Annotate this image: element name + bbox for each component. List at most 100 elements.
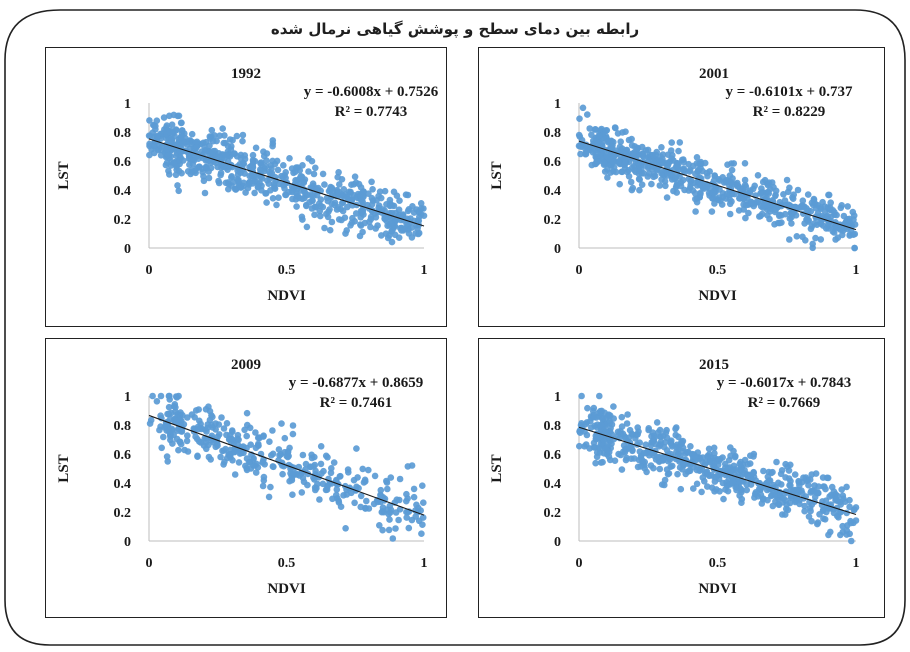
data-point [188,166,196,174]
data-point [692,195,699,203]
x-tick-label: 0 [146,556,153,571]
data-point [278,420,285,427]
data-point [279,470,286,478]
data-point [153,398,161,405]
trendline-equation: y = -0.6017x + 0.7843 [717,375,852,391]
data-point [681,186,688,194]
data-point [393,496,401,503]
data-point [367,215,375,223]
x-tick-label: 1 [421,556,428,571]
data-point [769,502,777,510]
data-point [661,481,668,489]
data-point [775,212,783,220]
data-point [247,441,254,448]
data-point [233,132,241,140]
data-point [615,159,622,166]
data-point [200,177,208,185]
data-point [693,154,701,161]
data-point [686,168,693,175]
data-point [254,434,262,442]
data-point [165,403,173,411]
data-point [381,187,389,195]
data-point [830,509,838,517]
data-point [220,425,228,432]
data-point [680,158,688,166]
y-tick-label: 1 [554,390,561,405]
data-point [625,173,633,180]
data-point [220,163,227,171]
y-tick-label: 0.2 [114,213,132,228]
data-point [209,137,217,145]
data-point [814,202,822,209]
data-point [324,454,331,461]
data-point [357,214,365,221]
data-point [801,502,808,510]
data-point [716,177,723,184]
data-point [584,111,591,118]
data-point [741,176,749,184]
data-point [741,160,749,167]
data-point [728,166,736,174]
data-point [636,176,643,183]
data-point [636,439,643,446]
data-point [765,179,773,186]
data-point [259,459,266,466]
data-point [618,168,626,176]
data-point [419,514,427,521]
data-point [808,471,815,478]
data-point [337,472,344,480]
data-point [776,219,783,227]
data-point [724,487,732,495]
data-point [168,121,176,128]
data-point [369,186,376,193]
data-point [195,406,202,413]
data-point [840,212,848,220]
data-point [642,441,650,448]
x-tick-label: 1 [421,263,428,278]
data-point [146,132,154,140]
data-point [335,188,342,196]
data-point [650,464,657,472]
data-point [294,192,302,200]
data-point [649,438,657,445]
data-point [222,445,229,453]
y-tick-label: 0.6 [544,448,562,463]
data-point [383,217,390,225]
data-point [600,159,608,166]
data-point [328,218,336,226]
data-point [359,208,367,215]
data-point [576,142,584,150]
data-point [403,497,410,505]
data-point [727,178,735,186]
data-point [237,184,244,191]
data-point [737,194,745,201]
data-point [354,474,361,481]
data-point [215,421,223,428]
data-point [693,466,701,474]
x-tick-label: 0 [146,263,153,278]
data-point [212,159,220,167]
data-point [781,511,789,518]
data-point [634,463,642,471]
data-point [296,175,303,182]
data-point [587,424,595,431]
data-point [149,392,156,400]
data-point [627,178,635,186]
data-point [678,438,685,445]
data-point [208,421,215,429]
data-point [601,168,609,175]
y-tick-label: 0 [554,242,561,257]
data-point [759,178,767,186]
points-group [146,392,427,542]
data-point [293,203,300,210]
data-point [259,482,267,490]
data-point [335,169,342,176]
data-point [175,167,183,175]
data-point [303,223,311,231]
data-point [243,409,251,417]
data-point [656,182,664,189]
data-point [266,438,273,445]
data-point [175,112,183,120]
y-tick-label: 0.4 [544,477,562,492]
data-point [183,141,191,148]
